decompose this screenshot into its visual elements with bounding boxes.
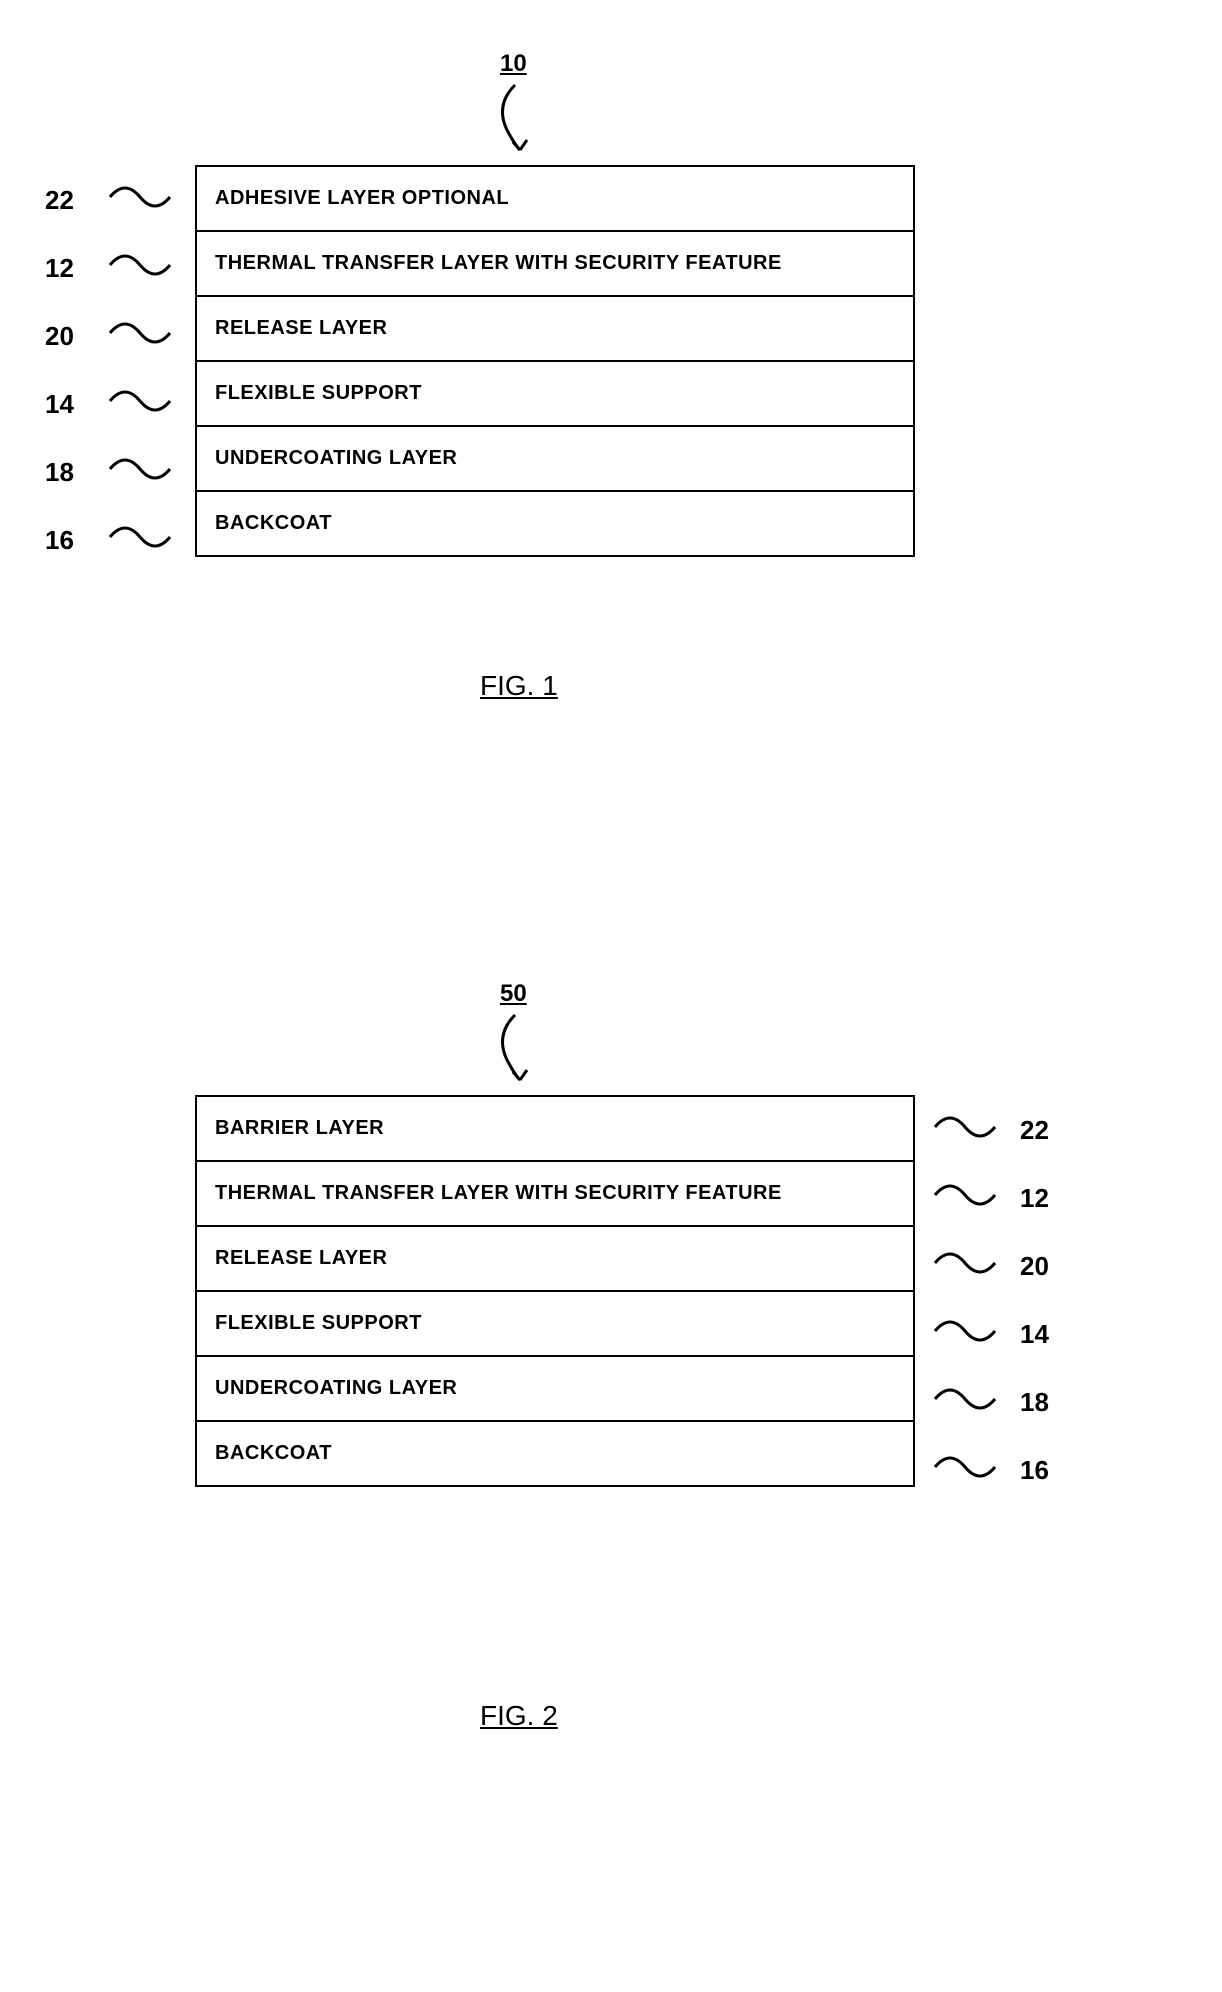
squiggle-icon: [930, 1452, 1000, 1487]
squiggle-icon: [105, 522, 175, 557]
squiggle-icon: [930, 1384, 1000, 1419]
layer-row: BACKCOAT: [197, 492, 913, 555]
layer-row: THERMAL TRANSFER LAYER WITH SECURITY FEA…: [197, 1162, 913, 1227]
layer-row: UNDERCOATING LAYER: [197, 427, 913, 492]
layer-stack-fig2: BARRIER LAYER THERMAL TRANSFER LAYER WIT…: [195, 1095, 915, 1487]
figure-2-number: 50: [500, 980, 527, 1008]
ref-label: 20: [45, 321, 74, 352]
layer-row: ADHESIVE LAYER OPTIONAL: [197, 167, 913, 232]
squiggle-icon: [105, 386, 175, 421]
ref-label: 12: [45, 253, 74, 284]
layer-row: RELEASE LAYER: [197, 1227, 913, 1292]
squiggle-icon: [105, 182, 175, 217]
ref-label: 22: [1020, 1115, 1049, 1146]
layer-row: THERMAL TRANSFER LAYER WITH SECURITY FEA…: [197, 232, 913, 297]
layer-row: UNDERCOATING LAYER: [197, 1357, 913, 1422]
layer-row: FLEXIBLE SUPPORT: [197, 1292, 913, 1357]
figure-1-number: 10: [500, 50, 527, 78]
ref-label: 14: [1020, 1319, 1049, 1350]
layer-row: FLEXIBLE SUPPORT: [197, 362, 913, 427]
layer-row: RELEASE LAYER: [197, 297, 913, 362]
ref-label: 12: [1020, 1183, 1049, 1214]
squiggle-icon: [105, 250, 175, 285]
ref-label: 22: [45, 185, 74, 216]
squiggle-icon: [930, 1180, 1000, 1215]
figure-2-caption: FIG. 2: [480, 1700, 558, 1732]
ref-label: 18: [45, 457, 74, 488]
ref-label: 16: [45, 525, 74, 556]
ref-label: 16: [1020, 1455, 1049, 1486]
layer-row: BACKCOAT: [197, 1422, 913, 1485]
pointer-arrow-fig1: [485, 80, 545, 160]
squiggle-icon: [105, 454, 175, 489]
layer-row: BARRIER LAYER: [197, 1097, 913, 1162]
ref-label: 18: [1020, 1387, 1049, 1418]
squiggle-icon: [930, 1112, 1000, 1147]
ref-label: 20: [1020, 1251, 1049, 1282]
squiggle-icon: [105, 318, 175, 353]
squiggle-icon: [930, 1316, 1000, 1351]
layer-stack-fig1: ADHESIVE LAYER OPTIONAL THERMAL TRANSFER…: [195, 165, 915, 557]
pointer-arrow-fig2: [485, 1010, 545, 1090]
ref-label: 14: [45, 389, 74, 420]
squiggle-icon: [930, 1248, 1000, 1283]
figure-1-caption: FIG. 1: [480, 670, 558, 702]
